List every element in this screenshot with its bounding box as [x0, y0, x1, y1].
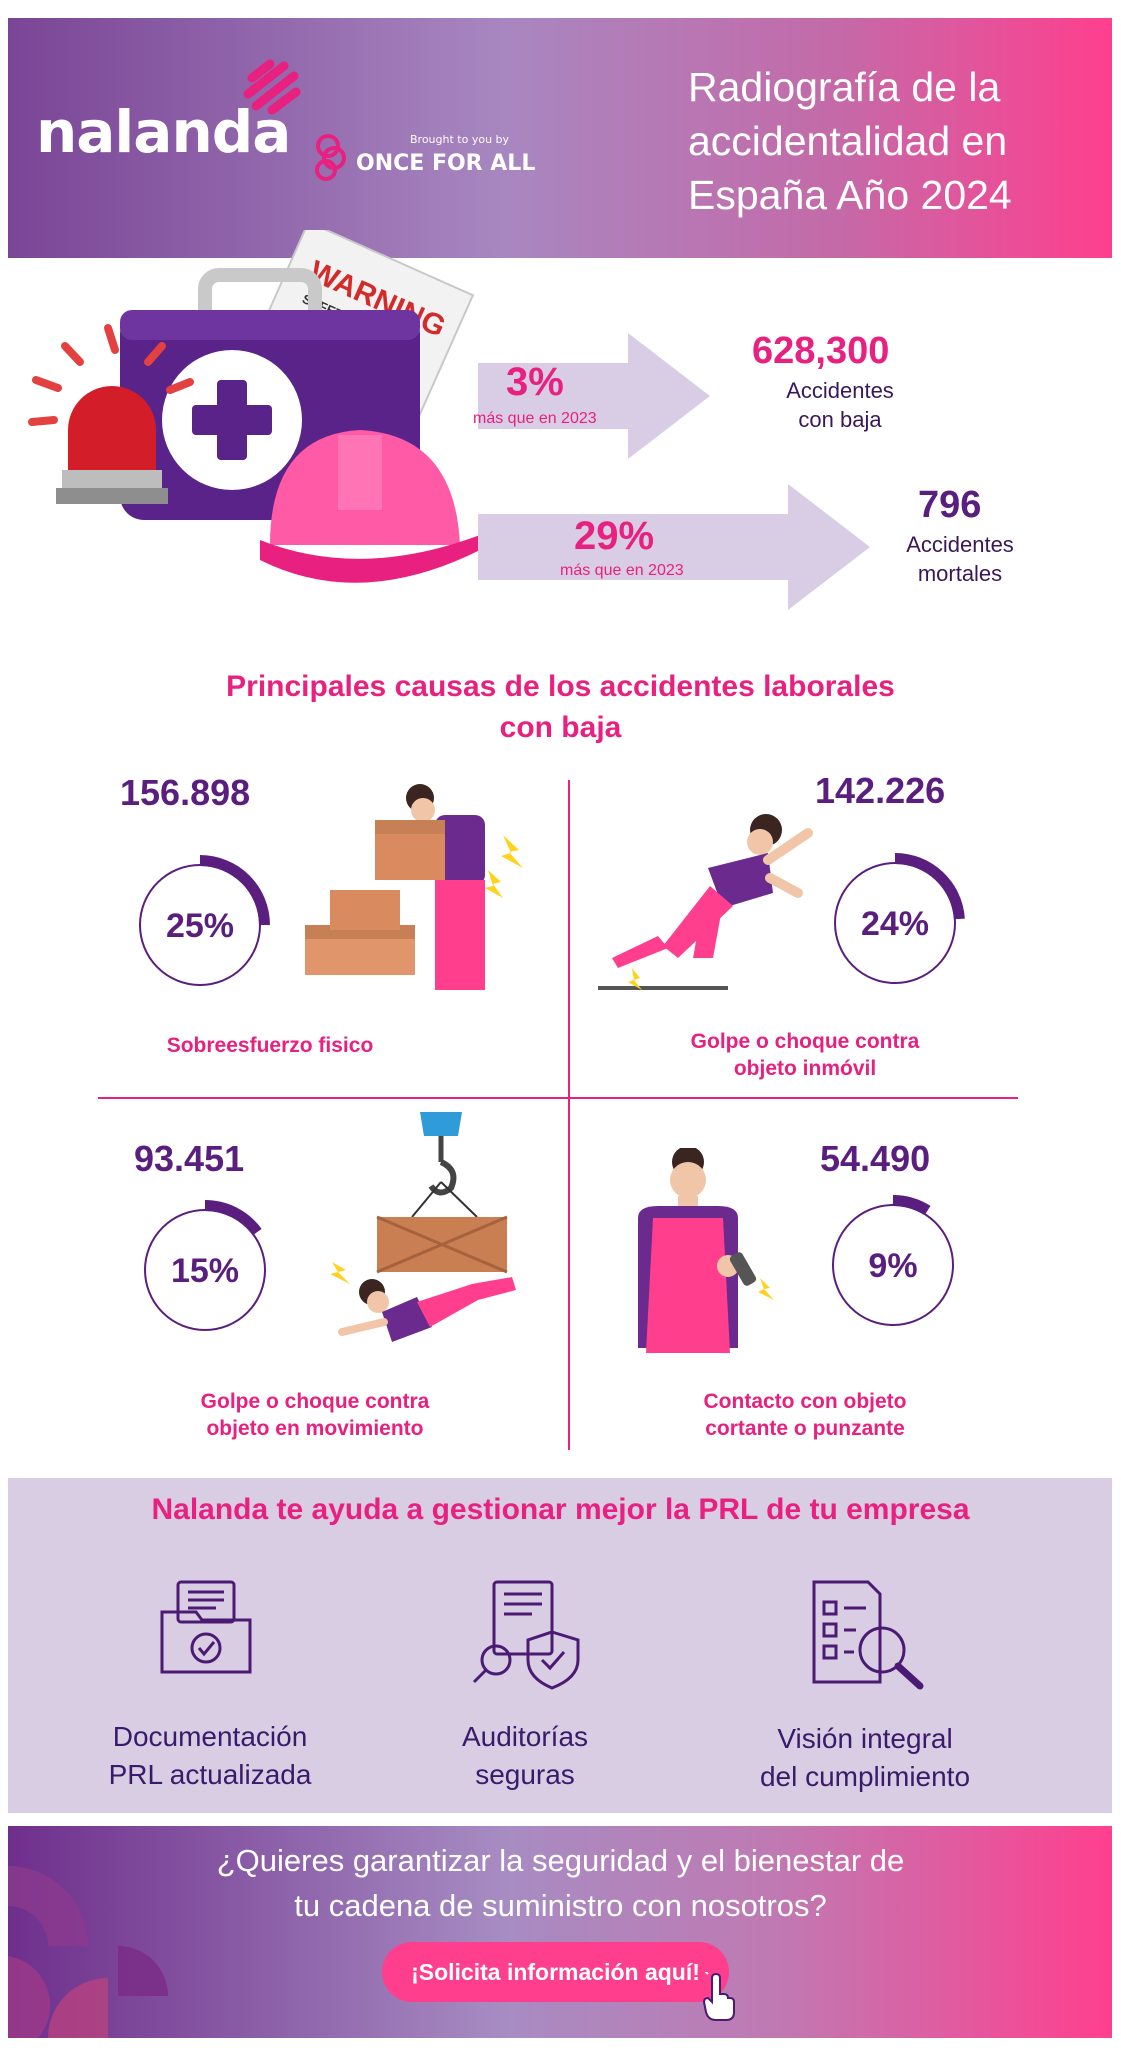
donut-arc	[200, 855, 270, 925]
cause-donut-4: 9%	[832, 1195, 954, 1326]
cause-donut-3: 15%	[144, 1200, 266, 1331]
cause-label-1: Sobreesfuerzo fisico	[166, 1034, 374, 1057]
cause-label-2: Golpe o choque contra objeto inmóvil	[690, 1030, 920, 1080]
nalanda-logo: nalanda	[36, 98, 291, 166]
worker-cutting-illustration	[638, 1148, 774, 1353]
stat-label-1: Accidentes con baja	[786, 378, 894, 432]
cause-label-4: Contacto con objeto cortante o punzante	[703, 1390, 907, 1440]
safety-illustration: WARNING SAFETY FIRST	[28, 230, 480, 583]
header-banner	[8, 18, 1112, 258]
stat-percent-1: 3%	[506, 360, 564, 404]
stat-percent-sub-1: más que en 2023	[473, 410, 597, 427]
help-item-compliance: Visión integral del cumplimiento	[759, 1723, 971, 1792]
stat-arrow-1	[478, 333, 710, 459]
cause-value-4: 54.490	[820, 1138, 931, 1179]
causes-title: Principales causas de los accidentes lab…	[226, 670, 895, 744]
stat-percent-2: 29%	[574, 514, 655, 558]
help-title: Nalanda te ayuda a gestionar mejor la PR…	[151, 1493, 970, 1526]
audit-shield-icon	[472, 1580, 580, 1690]
donut-percent: 25%	[166, 907, 234, 945]
once-for-all-mark-icon	[315, 134, 346, 181]
request-info-button[interactable]: ¡Solicita información aquí!	[382, 1942, 729, 2002]
decorative-shapes	[8, 1866, 168, 2038]
document-folder-icon	[160, 1580, 252, 1674]
donut-percent: 9%	[868, 1247, 917, 1285]
worker-lifting-boxes-illustration	[305, 784, 523, 990]
checklist-search-icon	[812, 1580, 924, 1690]
cta-banner	[8, 1826, 1112, 2038]
cause-label-3: Golpe o choque contra objeto en movimient…	[200, 1390, 430, 1440]
cause-value-3: 93.451	[134, 1138, 245, 1179]
siren-icon	[28, 324, 194, 504]
hard-hat-icon	[260, 430, 480, 583]
cause-value-1: 156.898	[120, 772, 251, 813]
nalanda-logo-mark-icon	[243, 59, 301, 115]
donut-percent: 24%	[861, 905, 929, 943]
donut-arc	[895, 853, 965, 920]
donut-arc	[893, 1195, 931, 1216]
cause-value-2: 142.226	[815, 770, 946, 811]
page-title: Radiografía de la accidentalidad en Espa…	[688, 64, 1012, 218]
once-for-all-text: ONCE FOR ALL	[356, 150, 536, 176]
stat-percent-sub-2: más que en 2023	[560, 562, 684, 579]
donut-arc	[205, 1200, 262, 1236]
stat-label-2: Accidentes mortales	[906, 532, 1014, 586]
donut-percent: 15%	[171, 1252, 239, 1290]
cta-text: ¿Quieres garantizar la seguridad y el bi…	[216, 1843, 905, 1923]
grid-divider-vertical	[568, 780, 570, 1450]
stat-value-2: 796	[918, 484, 982, 526]
stat-arrow-2	[478, 484, 870, 610]
worker-tripping-illustration	[598, 814, 813, 990]
pointer-hand-icon	[702, 1972, 735, 2021]
help-item-audits: Auditorías seguras	[461, 1721, 589, 1790]
brought-by-text: Brought to you by	[410, 133, 510, 146]
stat-value-1: 628,300	[752, 330, 890, 372]
falling-load-illustration	[330, 1112, 516, 1342]
help-item-documentation: Documentación PRL actualizada	[108, 1721, 312, 1790]
cause-donut-1: 25%	[139, 855, 270, 986]
once-for-all-logo: ONCE FOR ALL	[312, 130, 535, 184]
grid-divider-horizontal	[98, 1097, 1018, 1099]
cause-donut-2: 24%	[834, 853, 965, 984]
